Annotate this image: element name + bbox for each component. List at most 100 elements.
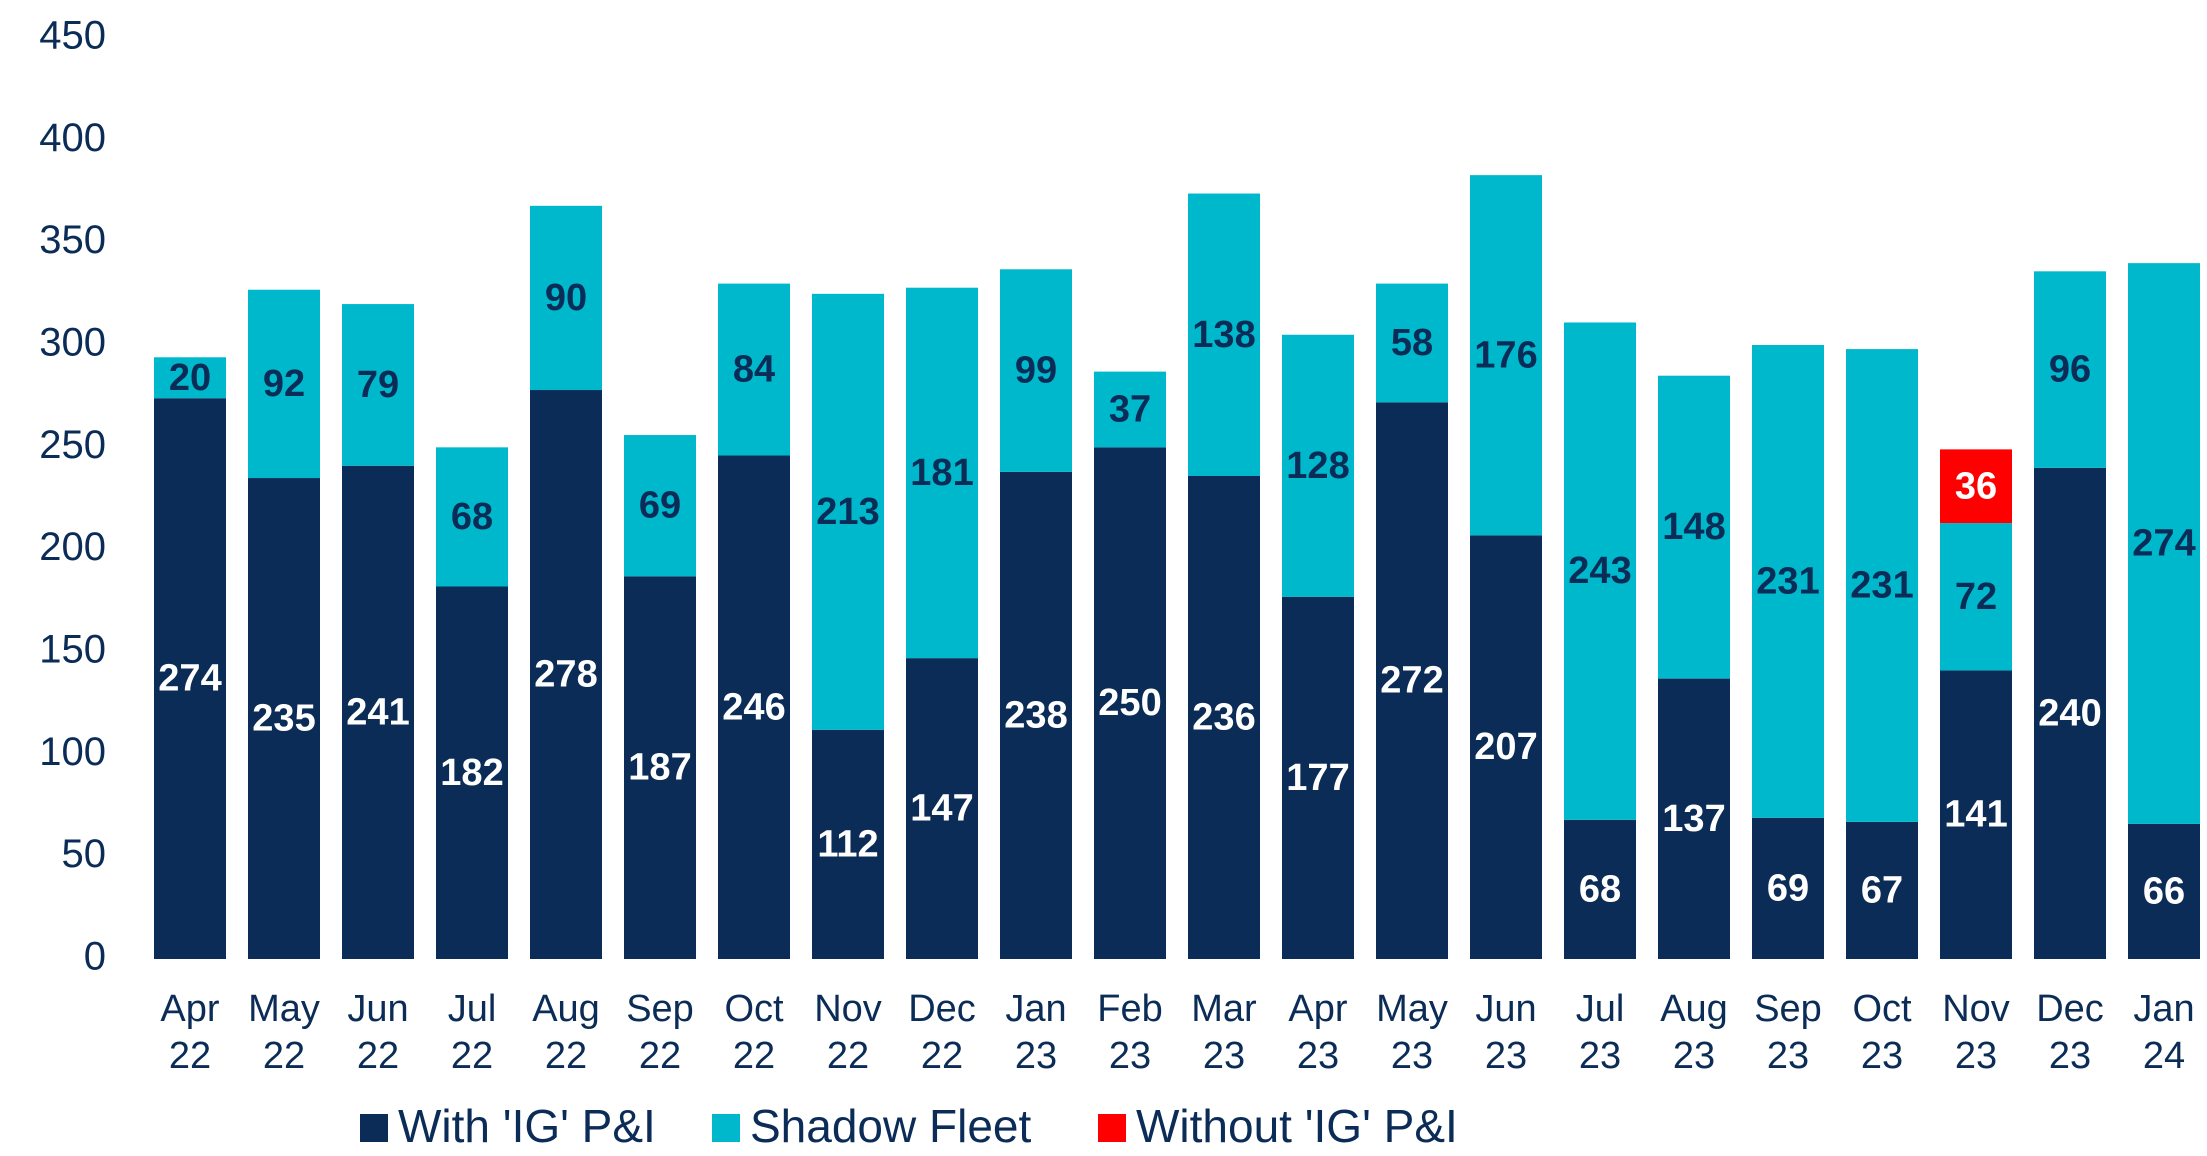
- x-tick-label: May 23: [1376, 988, 1448, 1077]
- legend-label: With 'IG' P&I: [398, 1100, 656, 1152]
- bar-segment: [1000, 471, 1072, 959]
- bar-segment: [154, 398, 226, 959]
- data-label: 182: [440, 752, 503, 794]
- bar-segment: [342, 465, 414, 959]
- data-label: 231: [1756, 560, 1819, 602]
- data-label: 148: [1662, 506, 1725, 548]
- x-tick-label: Jan 23: [1005, 988, 1067, 1077]
- data-label: 37: [1109, 389, 1151, 431]
- data-label: 207: [1474, 726, 1537, 768]
- bar-segment: [1282, 334, 1354, 597]
- data-label: 274: [158, 658, 221, 700]
- data-label: 274: [2132, 523, 2195, 565]
- data-label: 176: [1474, 334, 1537, 376]
- data-label: 243: [1568, 550, 1631, 592]
- x-tick-label: Jun 23: [1475, 988, 1537, 1077]
- data-label: 67: [1861, 869, 1903, 911]
- x-tick-label: Jun 22: [347, 988, 409, 1077]
- data-label: 138: [1192, 314, 1255, 356]
- data-label: 128: [1286, 445, 1349, 487]
- data-label: 231: [1850, 565, 1913, 607]
- bar-segment: [1094, 447, 1166, 959]
- data-label: 246: [722, 686, 785, 728]
- bar-segment: [1846, 349, 1918, 822]
- y-tick-label: 400: [39, 116, 106, 160]
- bar-segment: [2128, 823, 2200, 959]
- bar-segment: [154, 357, 226, 399]
- bar-segment: [2034, 467, 2106, 959]
- x-tick-label: May 22: [248, 988, 320, 1077]
- y-tick-label: 0: [84, 935, 106, 979]
- x-tick-label: Sep 23: [1754, 988, 1822, 1077]
- bar-segment: [1188, 475, 1260, 959]
- data-label: 147: [910, 788, 973, 830]
- data-label: 36: [1955, 465, 1997, 507]
- y-tick-label: 300: [39, 321, 106, 365]
- data-label: 58: [1391, 322, 1433, 364]
- y-tick-label: 250: [39, 423, 106, 467]
- x-tick-label: Feb 23: [1097, 988, 1163, 1077]
- data-label: 236: [1192, 697, 1255, 739]
- data-label: 66: [2143, 870, 2185, 912]
- bar-segment: [1658, 678, 1730, 959]
- x-tick-label: Oct 23: [1852, 988, 1912, 1077]
- bar-segment: [1752, 817, 1824, 959]
- data-label: 278: [534, 654, 597, 696]
- x-tick-label: Jul 23: [1575, 988, 1625, 1077]
- data-label: 20: [169, 357, 211, 399]
- data-label: 69: [639, 485, 681, 527]
- bar-segment: [718, 455, 790, 959]
- bar-segment: [1376, 402, 1448, 960]
- x-tick-label: Mar 23: [1191, 988, 1257, 1077]
- legend-label: Shadow Fleet: [750, 1100, 1031, 1152]
- bar-segment: [1658, 375, 1730, 679]
- y-tick-label: 100: [39, 730, 106, 774]
- bar-segment: [1470, 535, 1542, 959]
- bar-segment: [906, 658, 978, 959]
- x-tick-label: Aug 22: [532, 988, 600, 1077]
- bar-segment: [624, 576, 696, 959]
- data-label: 235: [252, 698, 315, 740]
- bar-segment: [2128, 263, 2200, 824]
- data-label: 238: [1004, 694, 1067, 736]
- bar-segment: [2034, 271, 2106, 468]
- bar-segment: [248, 289, 320, 479]
- bar-segment: [1376, 283, 1448, 403]
- bar-segment: [1470, 175, 1542, 536]
- data-label: 141: [1944, 794, 2007, 836]
- data-label: 181: [910, 452, 973, 494]
- data-label: 213: [816, 491, 879, 533]
- legend-label: Without 'IG' P&I: [1136, 1100, 1458, 1152]
- x-tick-label: Apr 23: [1288, 988, 1348, 1077]
- data-label: 177: [1286, 757, 1349, 799]
- bar-segment: [906, 287, 978, 659]
- bar-segment: [1094, 371, 1166, 448]
- data-label: 112: [817, 823, 878, 865]
- data-label: 69: [1767, 867, 1809, 909]
- bar-segment: [1188, 193, 1260, 476]
- x-tick-label: Apr 22: [160, 988, 220, 1077]
- data-label: 79: [357, 364, 399, 406]
- data-label: 68: [1579, 868, 1621, 910]
- bar-segment: [530, 205, 602, 391]
- data-label: 68: [451, 496, 493, 538]
- bar-segment: [1000, 269, 1072, 472]
- bar-segment: [1846, 821, 1918, 959]
- bar-segment: [812, 729, 884, 959]
- x-tick-label: Aug 23: [1660, 988, 1728, 1077]
- bar-segment: [1282, 596, 1354, 959]
- bar-segment: [1752, 345, 1824, 818]
- data-label: 92: [263, 363, 305, 405]
- data-label: 99: [1015, 350, 1057, 392]
- bar-segment: [624, 435, 696, 577]
- bar-segment: [530, 390, 602, 959]
- x-tick-label: Nov 22: [814, 988, 882, 1077]
- y-tick-label: 450: [39, 14, 106, 58]
- x-tick-label: Jan 24: [2133, 988, 2195, 1077]
- data-label: 187: [628, 747, 691, 789]
- x-tick-label: Nov 23: [1942, 988, 2010, 1077]
- data-label: 272: [1380, 660, 1443, 702]
- legend-swatch: [712, 1114, 740, 1142]
